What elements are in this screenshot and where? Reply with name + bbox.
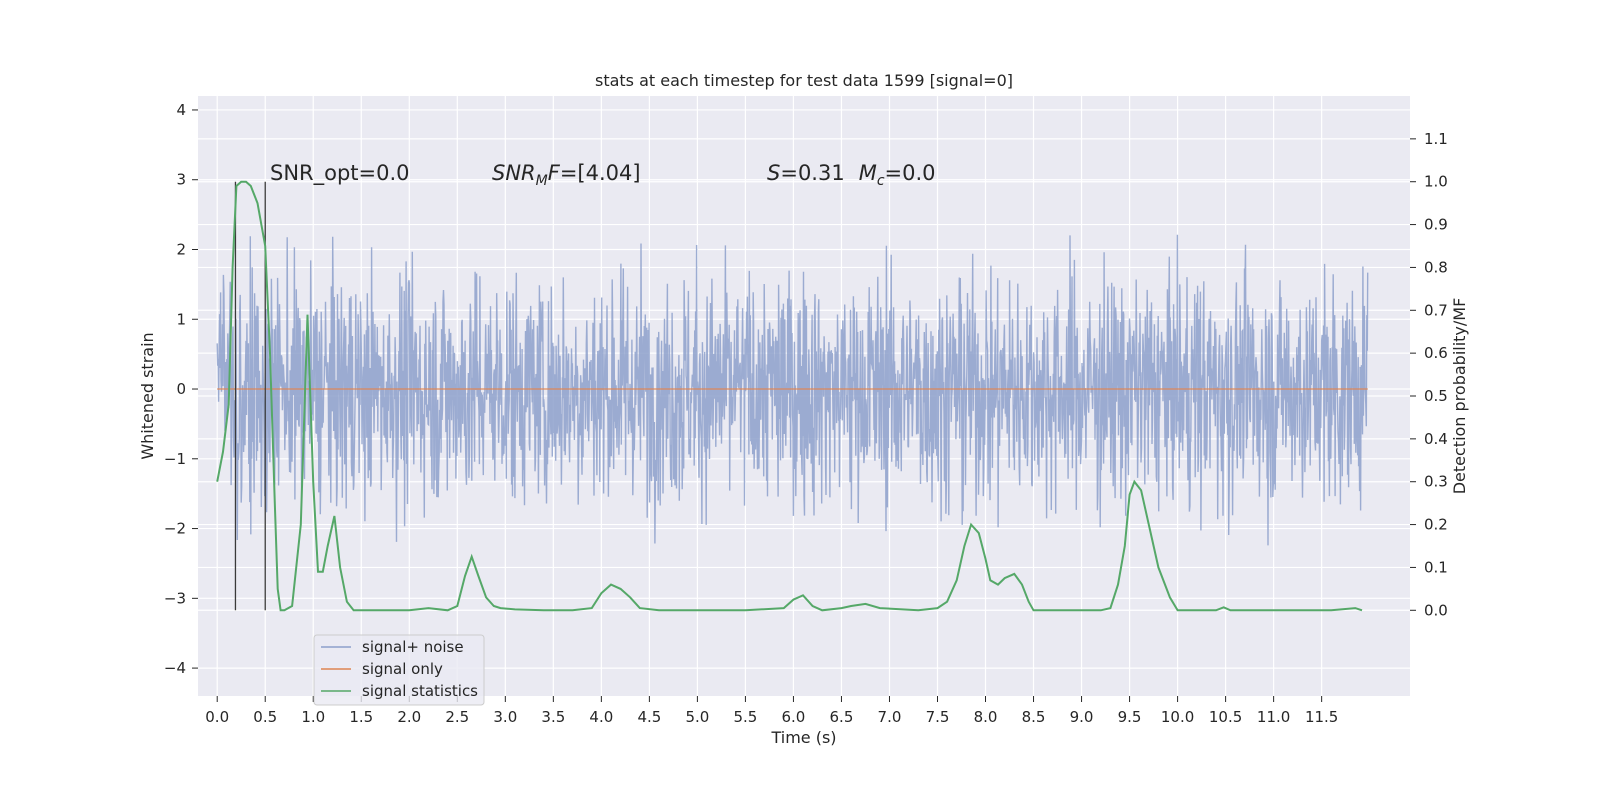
x-tick-label: 7.5 <box>926 708 950 726</box>
legend-label-signal-only: signal only <box>362 660 443 678</box>
x-tick-label: 9.0 <box>1070 708 1094 726</box>
x-tick-label: 10.0 <box>1161 708 1194 726</box>
y-axis-ticks: −4 −3 −2 −1 0 1 2 3 4 <box>164 101 198 677</box>
x-tick-label: 5.0 <box>685 708 709 726</box>
y-axis-label: Whitened strain <box>138 332 157 459</box>
x-tick-label: 1.0 <box>301 708 325 726</box>
y2-tick-label: 0.9 <box>1424 216 1448 234</box>
x-tick-label: 11.0 <box>1257 708 1290 726</box>
legend-box <box>313 634 485 706</box>
x-axis-label: Time (s) <box>770 728 836 747</box>
y2-tick-label: 0.5 <box>1424 387 1448 405</box>
annotation-snr-mf-value: =[4.04] <box>560 161 641 185</box>
y2-tick-label: 0.6 <box>1424 344 1448 362</box>
signal-statistics-series <box>216 180 1363 612</box>
y-tick-label: 3 <box>176 171 186 189</box>
y-tick-label: −4 <box>164 659 186 677</box>
x-tick-label: 10.5 <box>1209 708 1242 726</box>
signal-noise-line <box>216 234 1369 546</box>
x-tick-label: 3.5 <box>541 708 565 726</box>
x-tick-label: 0.0 <box>205 708 229 726</box>
annotation-s-mc: S=0.31 Mc=0.0 <box>767 161 936 189</box>
x-tick-label: 9.5 <box>1118 708 1142 726</box>
y2-axis-ticks: 0.0 0.1 0.2 0.3 0.4 0.5 0.6 0.7 0.8 0.9 1.0 1.1 <box>1410 130 1448 619</box>
y2-tick-label: 1.1 <box>1424 130 1448 148</box>
y-tick-label: 1 <box>176 310 186 328</box>
y2-tick-label: 0.1 <box>1424 558 1448 576</box>
y2-tick-label: 0.8 <box>1424 258 1448 276</box>
annotations: SNR_opt=0.0 SNRMF=[4.04] S=0.31 Mc=0.0 <box>270 161 936 189</box>
x-tick-label: 4.5 <box>637 708 661 726</box>
y-tick-label: 0 <box>176 380 186 398</box>
x-tick-label: 2.0 <box>397 708 421 726</box>
signal-noise-series <box>216 234 1369 546</box>
y-tick-label: −1 <box>164 450 186 468</box>
y2-tick-label: 0.3 <box>1424 473 1448 491</box>
annotation-snr-mf: SNRMF=[4.04] <box>492 161 641 189</box>
x-tick-label: 8.5 <box>1022 708 1046 726</box>
signal-statistics-line <box>216 180 1363 612</box>
x-tick-label: 4.0 <box>589 708 613 726</box>
x-tick-label: 7.0 <box>878 708 902 726</box>
chart-title: stats at each timestep for test data 159… <box>595 71 1013 90</box>
x-tick-label: 2.5 <box>445 708 469 726</box>
x-tick-label: 6.0 <box>782 708 806 726</box>
legend: signal+ noise signal only signal statist… <box>313 634 485 706</box>
x-tick-label: 3.0 <box>493 708 517 726</box>
y2-axis-label: Detection probability/MF <box>1450 298 1469 495</box>
y-tick-label: −2 <box>164 520 186 538</box>
x-axis-ticks: 0.0 0.5 1.0 1.5 2.0 2.5 3.0 3.5 4.0 4.5 5.0 5.5 6.0 6… <box>205 696 1338 726</box>
x-tick-label: 0.5 <box>253 708 277 726</box>
y2-tick-label: 0.7 <box>1424 301 1448 319</box>
x-tick-label: 1.5 <box>349 708 373 726</box>
y-tick-label: 4 <box>176 101 186 119</box>
legend-label-signal-statistics: signal statistics <box>362 682 478 700</box>
y-tick-label: 2 <box>176 240 186 258</box>
y2-tick-label: 0.4 <box>1424 430 1448 448</box>
annotation-s-value: =0.31 <box>780 161 844 185</box>
x-tick-label: 11.5 <box>1305 708 1338 726</box>
legend-label-signal-noise: signal+ noise <box>362 638 464 656</box>
y2-tick-label: 1.0 <box>1424 173 1448 191</box>
annotation-snr-opt: SNR_opt=0.0 <box>270 161 410 186</box>
x-tick-label: 5.5 <box>733 708 757 726</box>
annotation-mc-value: =0.0 <box>885 161 936 185</box>
y-tick-label: −3 <box>164 589 186 607</box>
x-tick-label: 6.5 <box>830 708 854 726</box>
y2-tick-label: 0.0 <box>1424 601 1448 619</box>
y2-tick-label: 0.2 <box>1424 516 1448 534</box>
x-tick-label: 8.0 <box>974 708 998 726</box>
